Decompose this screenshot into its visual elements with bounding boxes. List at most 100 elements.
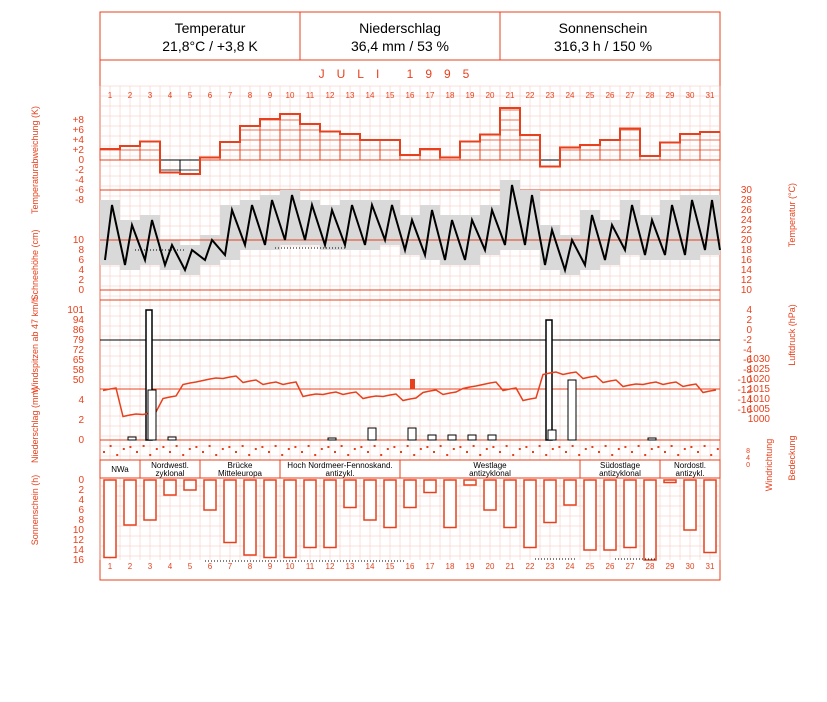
cloud-cover-dot: [340, 445, 343, 447]
cloud-cover-dot: [584, 448, 587, 450]
day-label-top: 29: [666, 91, 675, 100]
wind-direction-label: Windrichtung: [764, 439, 774, 492]
cloud-cover-dot: [281, 454, 284, 456]
day-label-top: 10: [286, 91, 295, 100]
temperature-tick: 14: [741, 265, 753, 276]
cloud-cover-dot: [169, 451, 171, 453]
pressure-dev-tick: -16: [738, 405, 753, 416]
cloud-cover-dot: [690, 446, 693, 448]
cloud-cover-dot: [499, 451, 501, 453]
precipitation-bar: [447, 434, 457, 441]
cloud-cover-dot: [142, 445, 145, 447]
weather-type-label: antizyklonal: [599, 469, 641, 478]
temp-dev-tick: -8: [75, 195, 84, 206]
cloud-cover-dot: [657, 446, 660, 448]
day-label-bottom: 8: [248, 562, 253, 571]
cloud-cover-dot: [426, 446, 429, 448]
sunshine-tick: 4: [78, 495, 84, 506]
snow-axis-label: Schneehöhe (cm): [30, 229, 40, 300]
weather-type-box: [659, 459, 721, 479]
cloud-cover-dot: [578, 454, 581, 456]
sunshine-bar: [483, 479, 497, 511]
cloud-cover-dot: [129, 446, 132, 448]
cloud-cover-dot: [162, 446, 165, 448]
day-label-top: 14: [366, 91, 375, 100]
sunshine-bar: [263, 479, 277, 559]
day-label-bottom: 16: [406, 562, 415, 571]
cloud-cover-dot: [452, 448, 455, 450]
cloud-cover-dot: [472, 445, 475, 447]
weather-type-label: Brücke: [228, 461, 253, 470]
day-labels-top: 1 2 3 4 5 6 7 8 9 10 11 12 13 14 15 16 17 18 19 20 21 22 23 24 2…: [108, 91, 715, 100]
cloud-cover-dot: [406, 445, 409, 447]
sunshine-bar: [203, 479, 217, 511]
weather-type-label: antizyklonal: [469, 469, 511, 478]
day-label-bottom: 2: [128, 562, 133, 571]
temp-deviation-axis-label: Temperaturabweichung (K): [30, 106, 40, 214]
sunshine-tick: 14: [73, 545, 85, 556]
cloud-cover-dot: [710, 454, 713, 456]
cloud-cover-dot: [367, 451, 369, 453]
cloud-cover-dot: [650, 448, 653, 450]
cloud-cover-dot: [591, 446, 594, 448]
cloud-cover-dot: [195, 446, 198, 448]
wind-tick: 72: [73, 345, 85, 356]
day-label-top: 17: [426, 91, 435, 100]
day-label-bottom: 29: [666, 562, 675, 571]
weather-type-label: Südostlage: [600, 461, 641, 470]
cloud-cover-dot: [716, 448, 719, 450]
temp-deviation-outline: [100, 107, 720, 175]
pressure-dev-tick: 4: [746, 305, 752, 316]
cloud-cover-dot: [617, 448, 620, 450]
day-label-bottom: 11: [306, 562, 315, 571]
day-label-top: 3: [148, 91, 153, 100]
day-label-bottom: 31: [706, 562, 715, 571]
cloud-cover-dot: [241, 445, 244, 447]
day-label-bottom: 12: [326, 562, 335, 571]
temperature-tick: 16: [741, 255, 753, 266]
temperature-tick: 28: [741, 195, 753, 206]
sunshine-bar: [563, 479, 577, 506]
day-label-top: 13: [346, 91, 355, 100]
cloud-tick: 8: [746, 448, 750, 455]
wind-gust-bar: [545, 319, 553, 441]
sunshine-tick: 0: [78, 475, 84, 486]
cloud-cover-dot: [419, 448, 422, 450]
pressure-dev-tick: -4: [743, 345, 752, 356]
cloud-cover-dot: [670, 445, 673, 447]
cloud-cover-dot: [604, 445, 607, 447]
precip-tick: 4: [78, 395, 84, 406]
precip-axis-label: Niederschlag (mm): [30, 387, 40, 463]
temp-dev-tick: -2: [75, 165, 84, 176]
day-label-top: 21: [506, 91, 515, 100]
day-label-bottom: 27: [626, 562, 635, 571]
temperature-axis-label: Temperatur (°C): [787, 183, 797, 247]
precipitation-bar: [127, 436, 137, 441]
cloud-cover-dot: [664, 451, 666, 453]
sunshine-bar: [703, 479, 717, 554]
day-label-top: 16: [406, 91, 415, 100]
day-label-bottom: 14: [366, 562, 375, 571]
day-label-bottom: 10: [286, 562, 295, 571]
day-label-top: 2: [128, 91, 133, 100]
cloud-cover-dot: [155, 448, 158, 450]
weather-type-label: Nordwestl.: [151, 461, 189, 470]
temp-dev-tick: 0: [78, 155, 84, 166]
cloud-cover-dot: [485, 448, 488, 450]
precipitation-bar: [487, 434, 497, 441]
weather-type-label: Westlage: [473, 461, 507, 470]
sunshine-bars: [103, 479, 717, 562]
cloud-cover-dot: [380, 454, 383, 456]
pressure-hpa-tick: 1020: [748, 374, 771, 385]
day-label-top: 27: [626, 91, 635, 100]
cloud-cover-dot: [459, 446, 462, 448]
day-label-top: 30: [686, 91, 695, 100]
pressure-dev-tick: -6: [743, 355, 752, 366]
day-label-top: 23: [546, 91, 555, 100]
temperature-series: [100, 180, 721, 275]
wind-gust-bars: [145, 309, 553, 441]
temp-dev-tick: +4: [73, 135, 85, 146]
sunshine-bar: [243, 479, 257, 556]
header-sunshine-value: 316,3 h / 150 %: [554, 38, 652, 54]
